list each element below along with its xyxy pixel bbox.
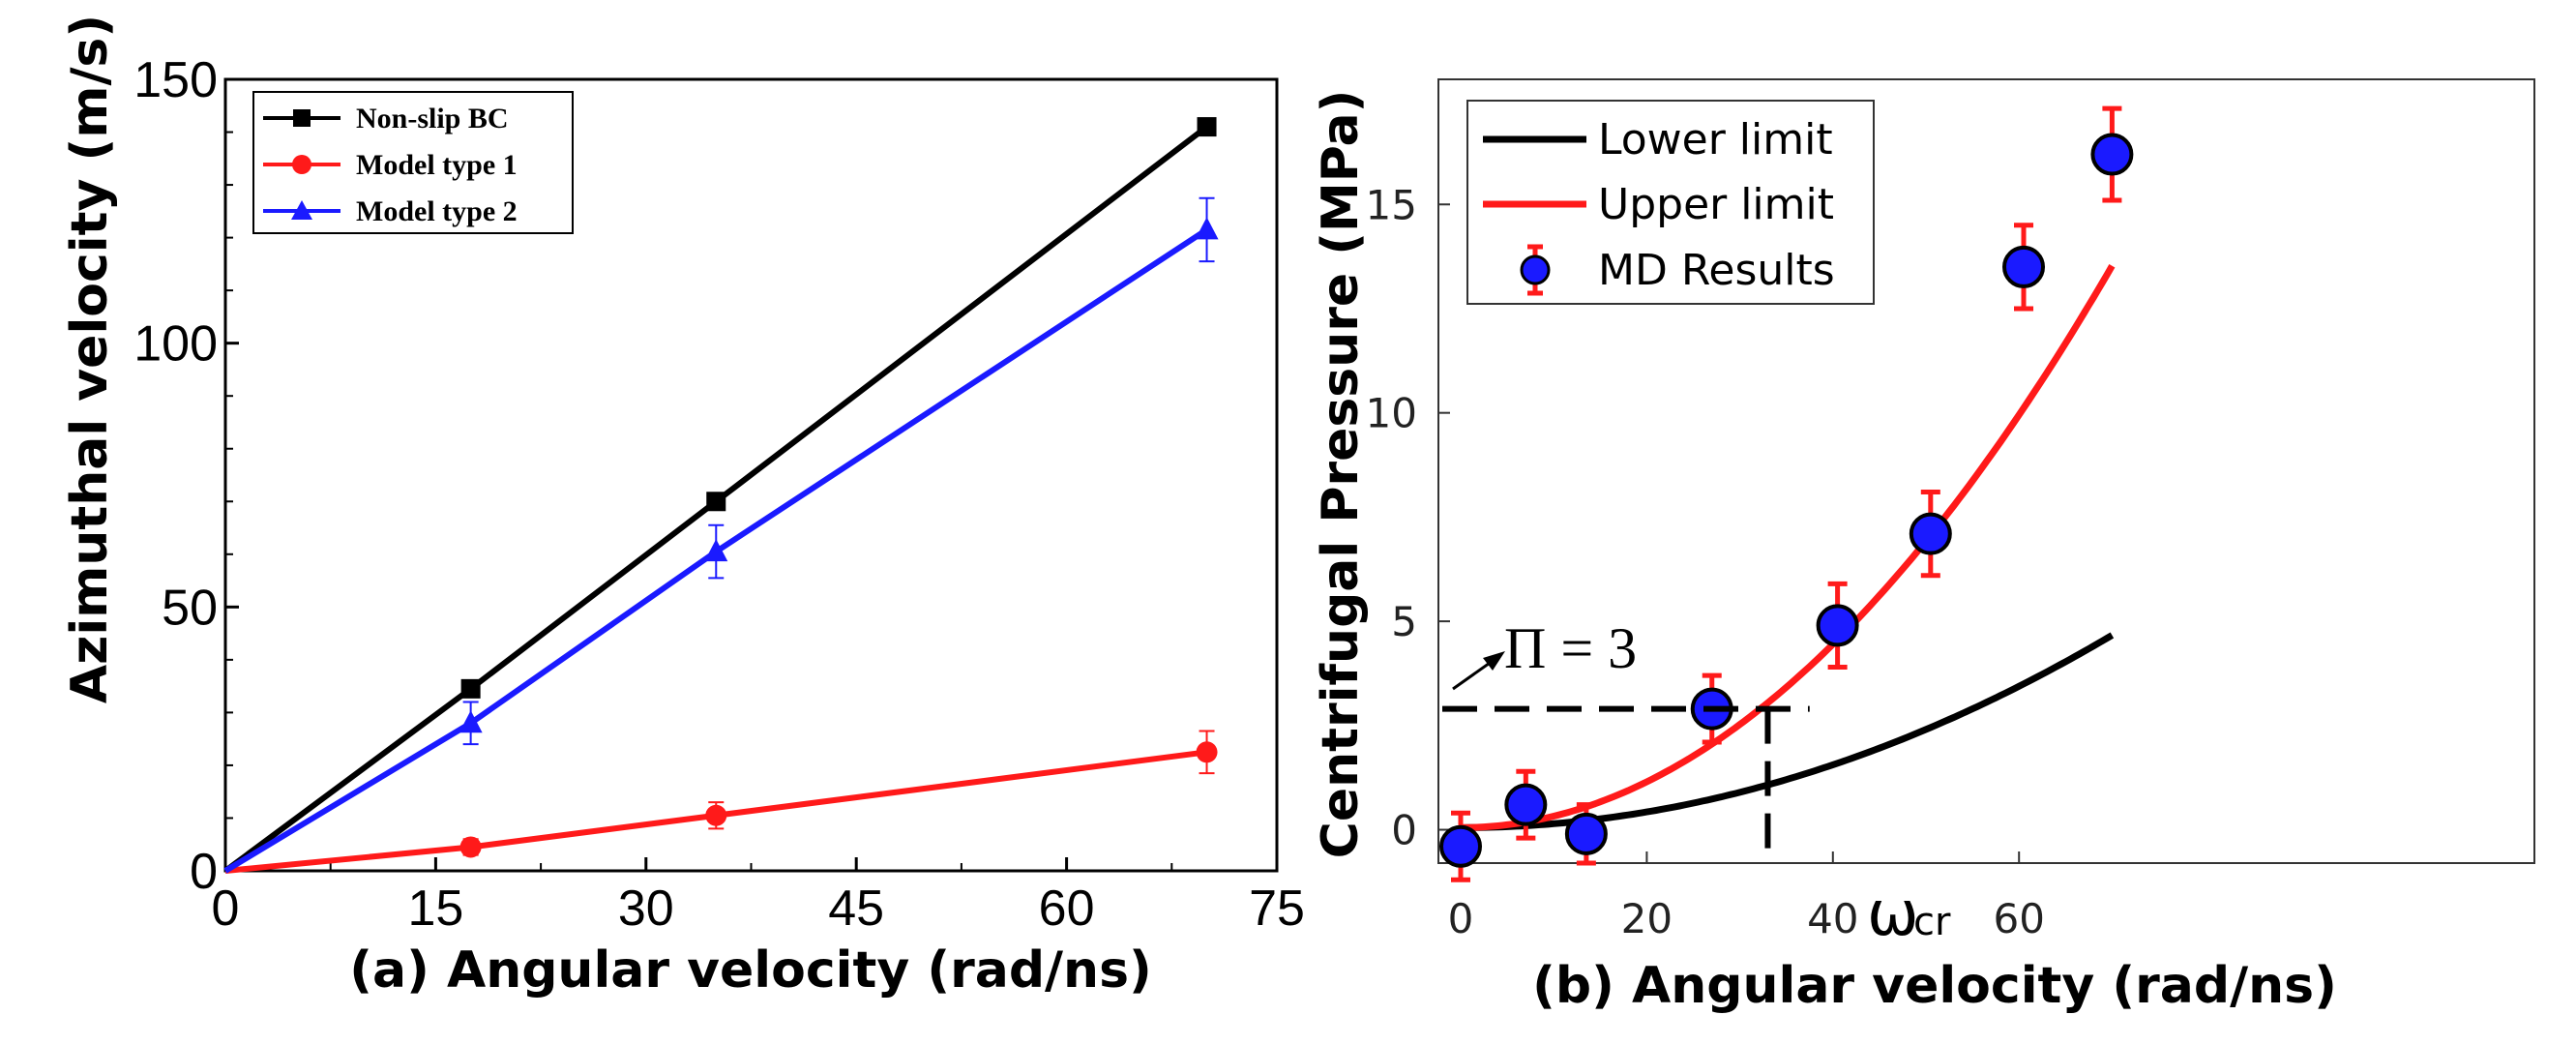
- panel-a-ticks: 0 15 30 45 60 75 0 50 100 150: [133, 52, 1305, 937]
- panel-a-y-axis-label: Azimuthal velocity (m/s): [61, 15, 119, 703]
- a-ytick-label: 150: [133, 52, 218, 108]
- a-ytick-label: 100: [133, 316, 218, 373]
- panel-b-legend: Lower limit Upper limit MD Results: [1466, 100, 1875, 305]
- panel-a-series: [223, 117, 1219, 874]
- md-result-point: [2090, 133, 2134, 176]
- a-xtick-label: 75: [1249, 881, 1305, 937]
- legend-b-label-lower: Lower limit: [1598, 115, 1833, 164]
- md-result-point: [1909, 512, 1952, 555]
- panel-b-annotations: Π = 3 ω cr: [1442, 616, 1951, 950]
- upper-limit-curve: [1460, 264, 2116, 831]
- legend-b-marker-md: [1520, 254, 1551, 285]
- a-data-point: [459, 710, 483, 733]
- a-xtick-label: 0: [212, 881, 240, 937]
- a-data-point: [1195, 217, 1219, 240]
- md-result-point: [1439, 824, 1482, 868]
- omega-cr-subscript: cr: [1913, 900, 1951, 944]
- a-ytick-label: 0: [190, 844, 218, 900]
- a-data-point: [705, 804, 727, 826]
- a-xtick-label: 45: [828, 881, 884, 937]
- a-data-point: [1197, 117, 1217, 137]
- b-ytick-label: 0: [1391, 807, 1417, 854]
- panel-b-series: [1439, 105, 2134, 882]
- legend-a-marker-nonslip: [293, 109, 311, 127]
- legend-b-label-md: MD Results: [1598, 246, 1835, 295]
- omega-cr-symbol: ω: [1867, 879, 1919, 950]
- a-data-point: [704, 539, 728, 562]
- pi-arrow-head: [1483, 651, 1505, 671]
- panel-b-ticks: 0 20 40 60 0 5 10 15: [1366, 181, 2045, 942]
- a-xtick-label: 15: [407, 881, 463, 937]
- b-xtick-label: 40: [1807, 895, 1858, 942]
- a-data-point: [706, 492, 726, 512]
- legend-b-label-upper: Upper limit: [1598, 180, 1834, 229]
- panel-a: 0 15 30 45 60 75 0 50 100 150 Non-slip BC Model t…: [61, 15, 1305, 1000]
- a-xtick-label: 60: [1039, 881, 1095, 937]
- md-result-point: [1504, 783, 1548, 826]
- legend-a-label-nonslip: Non-slip BC: [356, 103, 509, 134]
- panel-b-frame: [1437, 78, 2535, 864]
- b-xtick-label: 0: [1448, 895, 1474, 942]
- a-series-line: [224, 749, 1207, 874]
- panel-a-legend: Non-slip BC Model type 1 Model type 2: [252, 91, 574, 234]
- a-data-point: [460, 678, 481, 699]
- a-series-line: [223, 226, 1209, 874]
- b-ytick-label: 5: [1391, 598, 1417, 645]
- b-ytick-label: 15: [1366, 181, 1417, 228]
- b-xtick-label: 20: [1621, 895, 1673, 942]
- panel-a-x-axis-label: (a) Angular velocity (rad/ns): [349, 941, 1152, 1000]
- panel-b-x-axis-label: (b) Angular velocity (rad/ns): [1532, 957, 2337, 1015]
- pi-label: Π = 3: [1504, 616, 1637, 680]
- pi-arrow: [1452, 659, 1494, 691]
- b-ytick-label: 10: [1366, 390, 1417, 437]
- legend-a-marker-type1: [292, 155, 311, 174]
- a-xtick-label: 30: [618, 881, 674, 937]
- panel-b: 0 20 40 60 0 5 10 15 Π = 3 ω cr Lower limit Upp…: [1312, 78, 2535, 1015]
- legend-a-label-type1: Model type 1: [356, 149, 518, 181]
- a-series-line: [223, 124, 1209, 874]
- legend-a-marker-type2: [291, 200, 312, 220]
- a-ytick-label: 50: [162, 580, 218, 636]
- panel-b-y-axis-label: Centrifugal Pressure (MPa): [1312, 90, 1370, 859]
- a-data-point: [459, 836, 482, 858]
- md-result-point: [2002, 245, 2046, 288]
- md-result-point: [1816, 604, 1859, 647]
- legend-a-label-type2: Model type 2: [356, 195, 518, 227]
- b-xtick-label: 60: [1993, 895, 2044, 942]
- md-result-point: [1564, 812, 1608, 855]
- a-data-point: [1196, 741, 1218, 763]
